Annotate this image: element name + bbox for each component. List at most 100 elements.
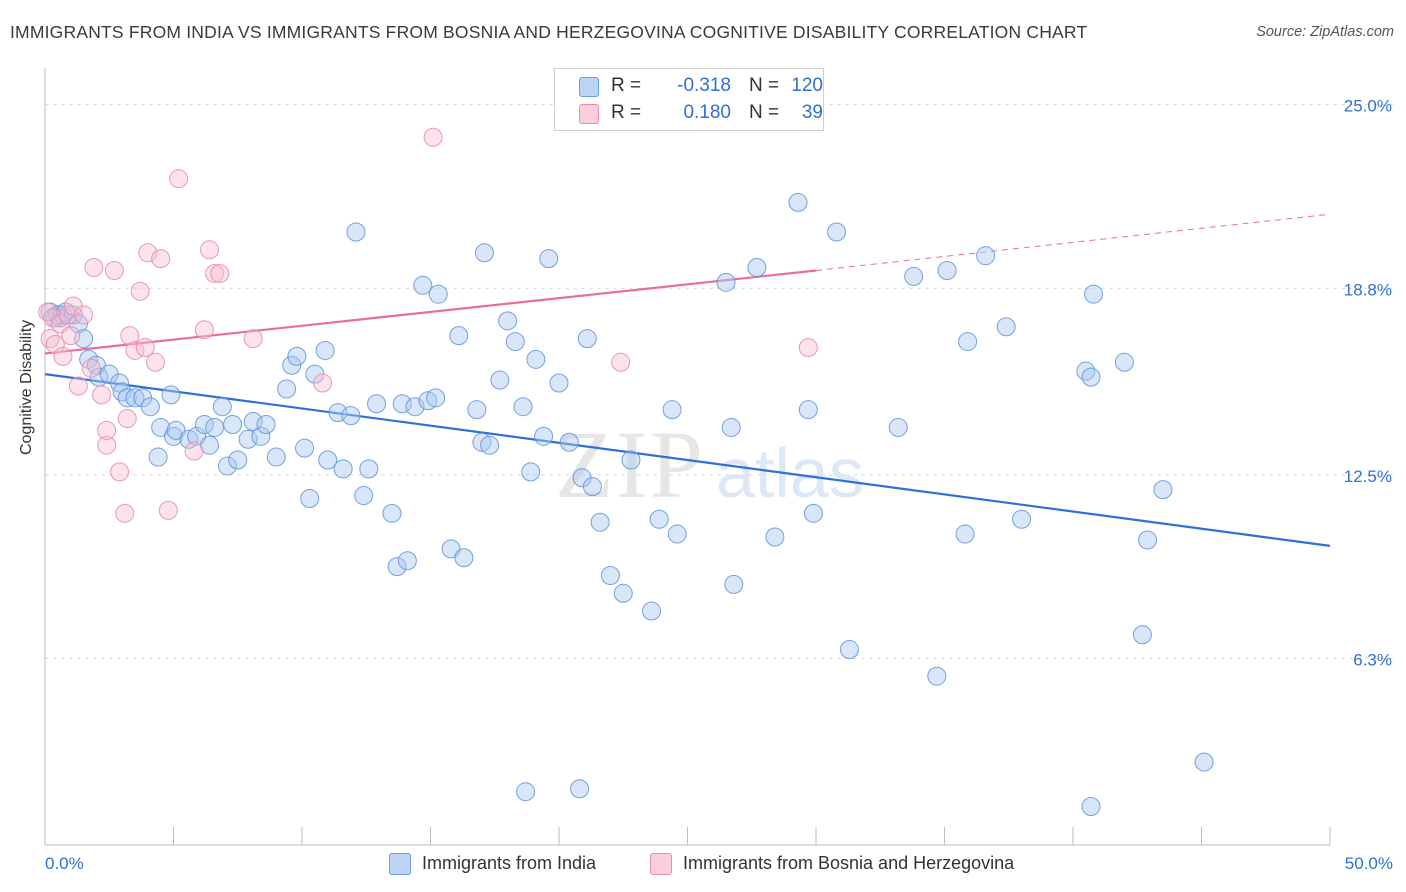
bosnia-point (146, 352, 166, 372)
india-point (472, 432, 492, 452)
india-point (428, 284, 448, 304)
india-point (839, 640, 859, 660)
y-axis-label: Cognitive Disability (18, 319, 35, 455)
legend-swatch-bosnia (579, 104, 599, 124)
bosnia-point (68, 376, 88, 396)
bosnia-point (313, 373, 333, 393)
stats-legend: R = -0.318 N = 120 R = 0.180 N = 39 (554, 68, 824, 131)
india-point (328, 403, 348, 423)
watermark-zip: ZIP (555, 411, 705, 518)
india-point (549, 373, 569, 393)
india-point (387, 557, 407, 577)
india-point (50, 308, 70, 328)
india-point (955, 524, 975, 544)
bosnia-point (84, 258, 104, 278)
india-point (238, 429, 258, 449)
bosnia-point (205, 263, 225, 283)
bosnia-point (74, 305, 94, 325)
india-point (539, 249, 559, 269)
bosnia-point (92, 385, 112, 405)
bosnia-point (110, 462, 130, 482)
bottom-legend-label-bosnia: Immigrants from Bosnia and Herzegovina (683, 853, 1015, 873)
india-point (667, 524, 687, 544)
india-point (74, 329, 94, 349)
legend-n-value-bosnia: 39 (801, 102, 823, 123)
india-point (798, 400, 818, 420)
bosnia-point (135, 337, 155, 357)
india-point (318, 450, 338, 470)
india-point (1081, 797, 1101, 817)
india-point (498, 311, 518, 331)
bosnia-point (120, 326, 140, 346)
bosnia-point (423, 127, 443, 147)
bosnia-point (115, 503, 135, 523)
x-tick-label: 0.0% (45, 854, 84, 873)
trend-layer (44, 213, 1331, 547)
bosnia-point (611, 352, 631, 372)
india-point (1114, 352, 1134, 372)
bosnia-point (104, 260, 124, 280)
india-point (827, 222, 847, 242)
india-point (765, 527, 785, 547)
india-point (724, 574, 744, 594)
india-point (521, 462, 541, 482)
india-point (359, 459, 379, 479)
india-point (418, 391, 438, 411)
india-point (256, 414, 276, 434)
axis-layer (44, 68, 1331, 846)
india-point (747, 258, 767, 278)
india-point (397, 551, 417, 571)
bosnia-point (194, 320, 214, 340)
india-point (449, 326, 469, 346)
india-point (333, 459, 353, 479)
india-point (179, 429, 199, 449)
india-point (1084, 284, 1104, 304)
india-point (716, 272, 736, 292)
india-point (354, 486, 374, 506)
india-point (346, 222, 366, 242)
bottom-legend-swatch-india (389, 853, 411, 875)
bosnia-point (40, 329, 60, 349)
india-point (295, 438, 315, 458)
india-point (413, 275, 433, 295)
india-point (788, 192, 808, 212)
india-point (1132, 625, 1152, 645)
india-point (1076, 361, 1096, 381)
india-point (405, 397, 425, 417)
bosnia-point (184, 441, 204, 461)
india-point (927, 666, 947, 686)
india-point (217, 456, 237, 476)
y-tick-label: 25.0% (1344, 97, 1392, 116)
india-point (559, 432, 579, 452)
india-point (300, 489, 320, 509)
bottom-legend-label-india: Immigrants from India (422, 853, 597, 873)
india-point (662, 400, 682, 420)
y-tick-label: 6.3% (1353, 650, 1392, 669)
india-point (117, 388, 137, 408)
india-point (287, 346, 307, 366)
india-point (570, 779, 590, 799)
legend-swatch-india (579, 77, 599, 97)
y-tick-label: 18.8% (1344, 280, 1392, 299)
bosnia-point (169, 169, 189, 189)
india-point (621, 450, 641, 470)
india-point (243, 412, 263, 432)
legend-r-value-india: -0.318 (677, 75, 731, 96)
india-point (228, 450, 248, 470)
legend-r-value-bosnia: 0.180 (683, 102, 731, 123)
x-tick-label: 50.0% (1345, 854, 1393, 873)
india-point (205, 417, 225, 437)
india-point (526, 349, 546, 369)
india-point (803, 503, 823, 523)
india-point (1153, 480, 1173, 500)
india-point (467, 400, 487, 420)
india-point (341, 406, 361, 426)
bosnia-point (61, 326, 81, 346)
india-point (474, 243, 494, 263)
bosnia-point (130, 281, 150, 301)
bosnia-point (45, 335, 65, 355)
india-point (505, 332, 525, 352)
india-point (642, 601, 662, 621)
india-point (613, 583, 633, 603)
bosnia-trend-extension (815, 213, 1331, 271)
